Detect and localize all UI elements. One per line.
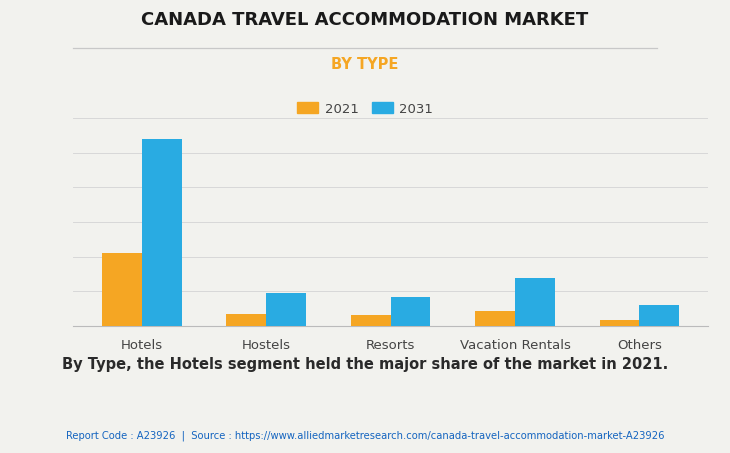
- Bar: [350, 315, 391, 326]
- Bar: [102, 253, 142, 326]
- Bar: [515, 278, 555, 326]
- Bar: [266, 293, 306, 326]
- Bar: [226, 313, 266, 326]
- Text: By Type, the Hotels segment held the major share of the market in 2021.: By Type, the Hotels segment held the maj…: [62, 357, 668, 372]
- Legend: 2021, 2031: 2021, 2031: [291, 97, 439, 121]
- Text: Report Code : A23926  |  Source : https://www.alliedmarketresearch.com/canada-tr: Report Code : A23926 | Source : https://…: [66, 430, 664, 441]
- Bar: [599, 320, 639, 326]
- Bar: [142, 139, 182, 326]
- Bar: [391, 297, 431, 326]
- Bar: [639, 305, 679, 326]
- Text: CANADA TRAVEL ACCOMMODATION MARKET: CANADA TRAVEL ACCOMMODATION MARKET: [142, 11, 588, 29]
- Text: BY TYPE: BY TYPE: [331, 57, 399, 72]
- Bar: [475, 311, 515, 326]
